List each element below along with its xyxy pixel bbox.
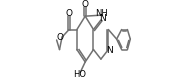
Text: O: O (57, 33, 64, 42)
Text: O: O (65, 10, 72, 18)
Text: N: N (106, 46, 113, 55)
Text: O: O (82, 0, 89, 9)
Text: HO: HO (73, 70, 86, 79)
Text: NH: NH (95, 9, 108, 18)
Text: N: N (99, 14, 105, 23)
